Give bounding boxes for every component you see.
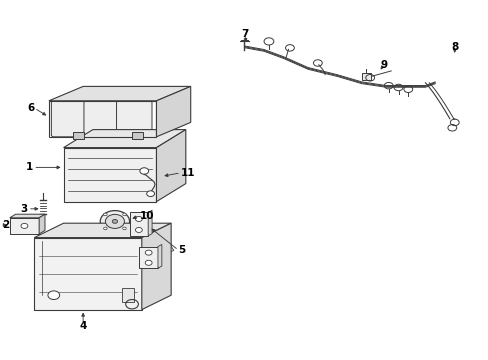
Polygon shape — [156, 130, 185, 202]
Polygon shape — [34, 223, 171, 238]
Polygon shape — [49, 86, 190, 101]
Polygon shape — [148, 210, 152, 236]
Bar — [139, 247, 158, 268]
Text: 2: 2 — [2, 220, 10, 230]
Text: 5: 5 — [178, 245, 185, 255]
Text: 9: 9 — [380, 60, 386, 70]
Text: 10: 10 — [139, 211, 154, 221]
Bar — [361, 73, 370, 80]
Circle shape — [140, 168, 148, 174]
Circle shape — [48, 291, 60, 300]
Polygon shape — [142, 223, 171, 310]
Polygon shape — [10, 214, 45, 218]
Text: 1: 1 — [26, 162, 33, 172]
Circle shape — [122, 213, 126, 216]
Polygon shape — [156, 86, 190, 137]
Circle shape — [122, 227, 126, 230]
Text: 3: 3 — [20, 204, 28, 214]
Circle shape — [103, 213, 107, 216]
Polygon shape — [63, 130, 185, 148]
Circle shape — [135, 216, 142, 221]
Polygon shape — [34, 238, 142, 310]
Bar — [129, 212, 148, 236]
Bar — [10, 218, 39, 234]
Circle shape — [146, 191, 154, 197]
Bar — [122, 288, 134, 302]
Polygon shape — [158, 244, 162, 268]
Text: 7: 7 — [240, 29, 248, 39]
Circle shape — [105, 214, 124, 229]
Polygon shape — [39, 214, 45, 234]
Text: 11: 11 — [181, 168, 195, 178]
Bar — [73, 132, 84, 139]
FancyBboxPatch shape — [116, 101, 152, 137]
Circle shape — [145, 250, 152, 255]
Circle shape — [103, 227, 107, 230]
Bar — [63, 148, 156, 202]
Circle shape — [112, 220, 117, 223]
Text: 8: 8 — [450, 42, 457, 52]
Circle shape — [145, 260, 152, 265]
Circle shape — [21, 223, 28, 229]
Text: 6: 6 — [27, 103, 34, 113]
Text: 4: 4 — [79, 321, 87, 331]
FancyBboxPatch shape — [84, 101, 119, 137]
FancyBboxPatch shape — [51, 101, 87, 137]
Circle shape — [135, 228, 142, 233]
Bar — [132, 132, 142, 139]
Circle shape — [100, 211, 129, 232]
